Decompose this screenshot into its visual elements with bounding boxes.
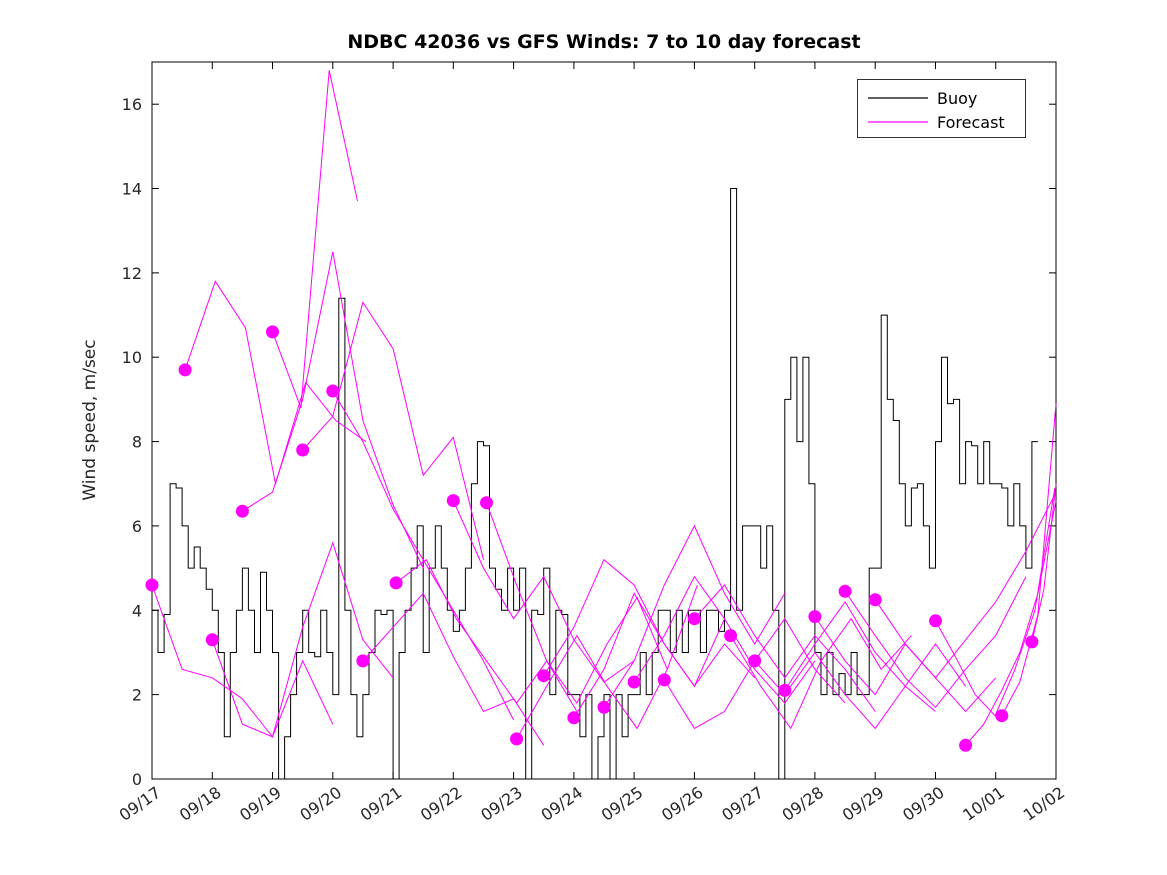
forecast-line	[302, 301, 484, 560]
forecast-line	[516, 584, 698, 740]
forecast-marker	[266, 325, 279, 339]
forecast-line	[211, 541, 394, 738]
forecast-marker	[748, 654, 762, 668]
forecast-marker	[597, 700, 611, 714]
forecast-marker	[838, 584, 852, 598]
forecast-line	[603, 524, 786, 708]
forecast-line	[694, 584, 876, 712]
forecast-line	[784, 600, 967, 691]
x-tick-label: 10/02	[1020, 783, 1069, 825]
forecast-line	[151, 584, 334, 738]
x-tick-label: 09/21	[357, 783, 406, 825]
legend: Buoy Forecast	[857, 79, 1026, 138]
forecast-line	[272, 70, 358, 408]
forecast-marker	[480, 496, 493, 510]
y-tick-label: 4	[132, 601, 142, 620]
forecast-line	[242, 251, 424, 569]
axes-box	[151, 61, 1057, 780]
x-tick-label: 09/30	[899, 783, 948, 825]
forecast-line	[573, 592, 756, 719]
forecast-marker	[537, 669, 551, 683]
x-tick-label: 09/25	[598, 783, 647, 825]
y-tick-label: 8	[132, 433, 142, 452]
forecast-marker	[657, 673, 671, 687]
forecast-line	[633, 575, 816, 704]
y-axis-label: Wind speed, m/sec	[80, 339, 100, 500]
y-tick-label: 12	[122, 264, 142, 283]
x-tick-label: 09/22	[417, 783, 466, 825]
buoy-series	[152, 188, 1038, 780]
legend-label-forecast: Forecast	[937, 113, 1005, 132]
x-tick-label: 09/29	[839, 783, 888, 825]
forecast-marker	[510, 732, 524, 746]
forecast-marker	[868, 593, 882, 607]
forecast-line	[935, 487, 1056, 717]
forecast-marker	[296, 443, 310, 457]
y-tick-label: 0	[132, 770, 142, 789]
chart-title: NDBC 42036 vs GFS Winds: 7 to 10 day for…	[347, 31, 860, 53]
forecast-line	[874, 491, 1057, 679]
legend-label-buoy: Buoy	[937, 89, 977, 108]
x-tick-label: 09/19	[236, 783, 285, 825]
x-tick-label: 09/27	[718, 783, 767, 825]
forecast-line	[1031, 483, 1057, 643]
forecast-markers	[145, 325, 1039, 752]
forecast-marker	[687, 612, 701, 626]
x-tick-label: 10/01	[959, 783, 1008, 825]
forecast-marker	[446, 494, 460, 508]
forecast-marker	[567, 711, 581, 725]
forecast-marker	[205, 633, 219, 647]
forecast-line	[844, 576, 1027, 709]
forecast-marker	[778, 683, 792, 697]
y-tick-label: 14	[122, 180, 142, 199]
x-tick-label: 09/26	[658, 783, 707, 825]
forecast-marker	[724, 629, 738, 643]
x-tick-label: 09/23	[477, 783, 526, 825]
forecast-series	[151, 70, 1057, 746]
x-tick-label: 09/24	[538, 783, 587, 825]
forecast-line	[1001, 403, 1057, 716]
forecast-marker	[389, 576, 403, 590]
y-tick-label: 6	[132, 517, 142, 536]
forecast-marker	[627, 675, 641, 689]
forecast-line	[332, 390, 515, 721]
y-tick-label: 10	[122, 348, 142, 367]
forecast-marker	[929, 614, 942, 628]
y-tick-label: 2	[132, 686, 142, 705]
forecast-marker	[178, 363, 192, 377]
forecast-marker	[145, 578, 159, 592]
x-tick-label: 09/20	[296, 783, 345, 825]
forecast-marker	[808, 610, 822, 624]
buoy-line	[152, 188, 1038, 780]
forecast-marker	[326, 384, 340, 398]
x-tick-label: 09/28	[779, 783, 828, 825]
legend-box	[857, 79, 1026, 138]
forecast-marker	[959, 738, 973, 752]
forecast-marker	[995, 709, 1009, 723]
x-tick-label: 09/17	[116, 783, 165, 825]
x-tick-label: 09/18	[176, 783, 225, 825]
forecast-marker	[356, 654, 370, 668]
forecast-marker	[1025, 635, 1039, 649]
forecast-marker	[235, 504, 249, 518]
y-tick-label: 16	[122, 95, 142, 114]
